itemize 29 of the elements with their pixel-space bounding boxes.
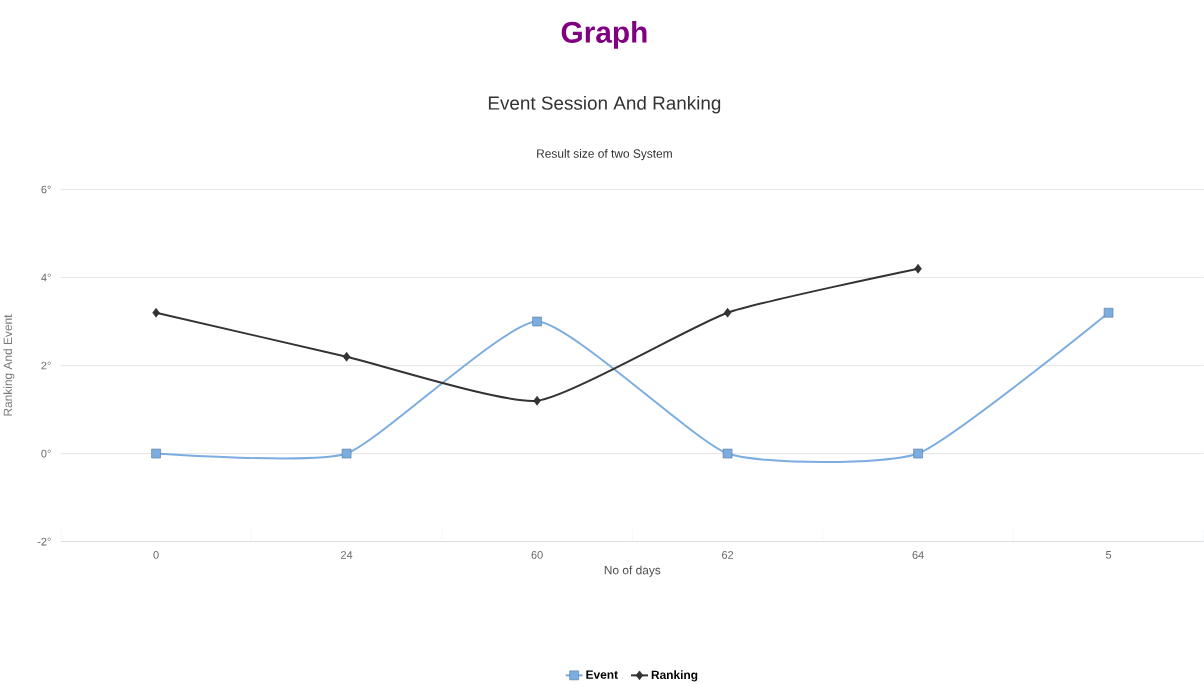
point	[914, 263, 922, 274]
x-axis-title: No of days	[604, 565, 661, 577]
point	[913, 448, 923, 459]
x-tick-label: 62	[722, 550, 734, 559]
chart-title: Graph	[561, 20, 647, 49]
x-tick-label: 64	[912, 550, 924, 559]
point	[533, 395, 541, 406]
point	[532, 316, 542, 327]
y-tick-label: 2°	[41, 361, 51, 370]
y-axis-title: Ranking And Event	[3, 314, 15, 416]
point	[342, 351, 351, 362]
legend-label: Ranking	[651, 670, 698, 682]
x-tick-label: 5	[1105, 550, 1112, 559]
y-tick-label: -2°	[37, 537, 51, 546]
chart-subtitle: Event Session And Ranking	[488, 95, 721, 114]
legend-label: Event	[586, 670, 618, 679]
x-tick-label: 24	[341, 550, 353, 559]
y-tick-label: 0°	[41, 449, 51, 458]
point	[341, 448, 352, 459]
text: Result size of two System	[537, 148, 672, 160]
point	[723, 307, 732, 318]
x-tick-label: 60	[531, 550, 543, 559]
point	[1103, 307, 1114, 318]
x-tick-label: 0	[153, 550, 159, 559]
point	[152, 307, 160, 318]
point	[151, 448, 161, 459]
point	[722, 448, 733, 459]
y-tick-label: 4°	[41, 273, 51, 282]
y-tick-label: 6°	[41, 185, 51, 194]
